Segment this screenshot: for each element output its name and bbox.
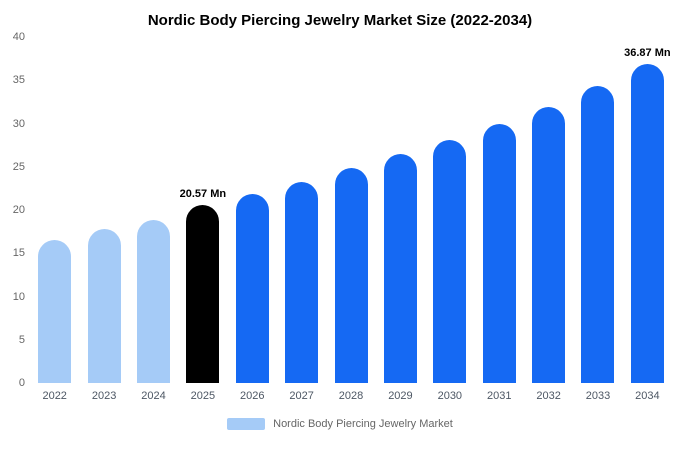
bar-column — [277, 37, 326, 383]
bar-column — [475, 37, 524, 383]
x-axis-label: 2028 — [338, 390, 364, 402]
y-tick-label: 5 — [18, 333, 25, 346]
bar-2027[interactable] — [285, 182, 319, 383]
x-axis-label: 2033 — [585, 390, 611, 402]
y-tick-label: 35 — [12, 74, 25, 87]
x-axis-label: 2034 — [635, 390, 660, 402]
bar-column — [326, 37, 375, 383]
bar-2034[interactable] — [630, 64, 664, 383]
bar-2033[interactable] — [581, 86, 615, 383]
x-axis-label: 2022 — [42, 390, 67, 402]
bar-2028[interactable] — [334, 168, 368, 383]
x-axis: 2022 2023 2024 2025 2026 2027 2028 2029 2030 2031… — [30, 390, 672, 402]
x-axis-label: 2025 — [190, 390, 216, 402]
bar-column: 20.57 Mn — [178, 37, 227, 383]
bar-2030[interactable] — [433, 139, 467, 383]
x-axis-label: 2032 — [536, 390, 561, 402]
bar-column — [573, 37, 622, 383]
bar-2031[interactable] — [482, 123, 516, 383]
bar-2026[interactable] — [235, 194, 269, 383]
x-axis-label: 2023 — [91, 390, 117, 402]
bar-column: 36.87 Mn — [623, 37, 672, 383]
value-label: 36.87 Mn — [624, 47, 671, 60]
chart-body: 0 5 10 15 20 25 30 35 40 20.57 Mn 36.87 Mn — [0, 31, 680, 389]
bar-column — [79, 37, 128, 383]
x-axis-label: 2027 — [289, 390, 314, 402]
x-axis-label: 2031 — [486, 390, 512, 402]
y-tick-label: 25 — [12, 160, 25, 173]
y-tick-label: 20 — [12, 204, 25, 216]
y-tick-label: 30 — [12, 117, 25, 130]
x-axis-label: 2030 — [437, 390, 463, 402]
y-tick-label: 10 — [12, 290, 25, 303]
bar-2023[interactable] — [87, 229, 121, 383]
bar-2022[interactable] — [38, 240, 72, 383]
bar-column — [425, 37, 474, 383]
x-axis-label: 2026 — [240, 390, 265, 402]
bar-column — [376, 37, 425, 383]
bar-2029[interactable] — [383, 153, 417, 383]
bar-column — [129, 37, 178, 383]
bar-2025[interactable] — [186, 205, 220, 383]
bar-column — [228, 37, 277, 383]
legend-swatch — [227, 418, 266, 430]
legend-label: Nordic Body Piercing Jewelry Market — [273, 418, 453, 430]
y-tick-label: 40 — [12, 31, 25, 43]
x-axis-label: 2024 — [141, 390, 166, 402]
chart-title: Nordic Body Piercing Jewelry Market Size… — [147, 12, 533, 29]
y-axis: 0 5 10 15 20 25 30 35 40 — [4, 31, 30, 389]
y-tick-label: 15 — [12, 247, 25, 260]
value-label: 20.57 Mn — [179, 188, 227, 201]
plot-area: 20.57 Mn 36.87 Mn — [30, 37, 672, 383]
x-axis-label: 2029 — [388, 390, 413, 402]
bar-column — [30, 37, 79, 383]
legend-item[interactable]: Nordic Body Piercing Jewelry Market — [0, 418, 680, 430]
bar-2032[interactable] — [532, 107, 566, 383]
y-tick-label: 0 — [18, 377, 25, 389]
bar-column — [524, 37, 573, 383]
bar-2024[interactable] — [136, 219, 170, 383]
